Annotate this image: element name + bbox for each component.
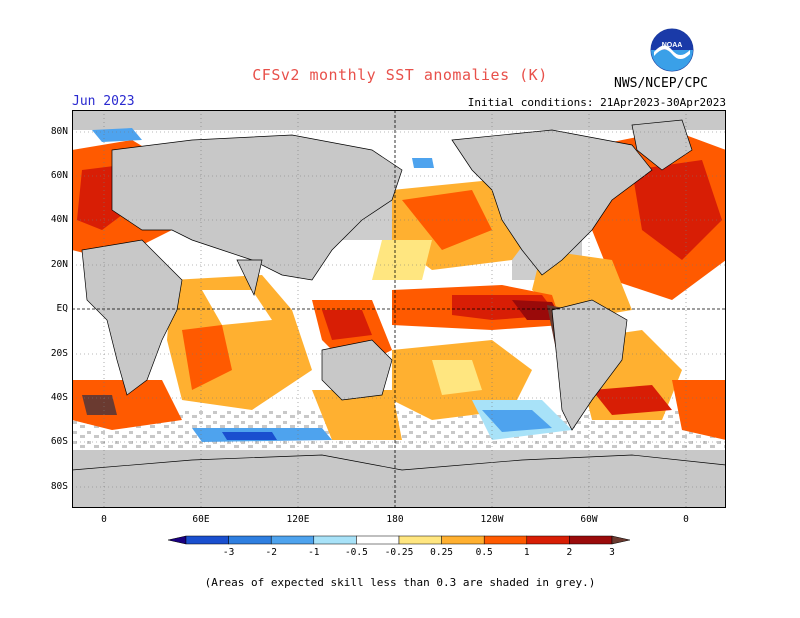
colorbar-label: 1 (524, 547, 530, 558)
colorbar-box (569, 535, 613, 545)
lat-label-80n: 80N (50, 126, 68, 137)
initial-conditions: Initial conditions: 21Apr2023-30Apr2023 (467, 96, 726, 109)
colorbar-box (313, 535, 357, 545)
colorbar-box (441, 535, 485, 545)
lat-label-80s: 80S (50, 481, 68, 492)
continents (72, 119, 726, 508)
agency-label: NWS/NCEP/CPC (614, 76, 708, 91)
colorbar-label: -2 (265, 547, 276, 558)
lat-label-60s: 60S (50, 436, 68, 447)
colorbar-label: 0.25 (430, 547, 453, 558)
lon-label-120e: 120E (286, 514, 310, 525)
lat-label-40n: 40N (50, 214, 68, 225)
colorbar-box (526, 535, 570, 545)
lat-label-40s: 40S (50, 392, 68, 403)
colorbar-box (398, 535, 442, 545)
graticule (72, 110, 726, 508)
lon-label-180: 180 (386, 514, 404, 525)
colorbar-box (228, 535, 272, 545)
lon-label-60e: 60E (192, 514, 210, 525)
colorbar-label: 2 (567, 547, 573, 558)
footnote: (Areas of expected skill less than 0.3 a… (204, 576, 596, 589)
lat-label-eq: EQ (56, 303, 68, 314)
sst-anomaly-map (72, 110, 726, 508)
noaa-logo: NOAA (650, 28, 694, 72)
colorbar-end-low (168, 535, 187, 545)
logo-text: NOAA (662, 42, 683, 49)
colorbar-label: -1 (308, 547, 320, 558)
colorbar: -3 -2 -1 -0.5 -0.25 0.25 0.5 1 2 3 (168, 535, 630, 558)
colorbar-box (185, 535, 229, 545)
colorbar-box (483, 535, 528, 545)
colorbar-end-high (611, 535, 630, 545)
colorbar-label: 3 (609, 547, 615, 558)
colorbar-label: -0.5 (345, 547, 368, 558)
map-title: CFSv2 monthly SST anomalies (K) (252, 66, 548, 84)
lon-label-0-east: 0 (683, 514, 689, 525)
colorbar-label: -3 (223, 547, 234, 558)
forecast-month: Jun 2023 (72, 94, 135, 109)
lat-label-20s: 20S (50, 348, 68, 359)
lon-label-60w: 60W (580, 514, 598, 525)
lat-label-20n: 20N (50, 259, 68, 270)
lon-label-0-west: 0 (101, 514, 107, 525)
colorbar-box (270, 535, 315, 545)
lat-label-60n: 60N (50, 170, 68, 181)
colorbar-label: -0.25 (385, 547, 414, 558)
lon-label-120w: 120W (480, 514, 504, 525)
colorbar-box (356, 535, 400, 545)
low-skill-arctic (72, 110, 726, 130)
map-frame (72, 110, 726, 508)
colorbar-label: 0.5 (476, 547, 493, 558)
